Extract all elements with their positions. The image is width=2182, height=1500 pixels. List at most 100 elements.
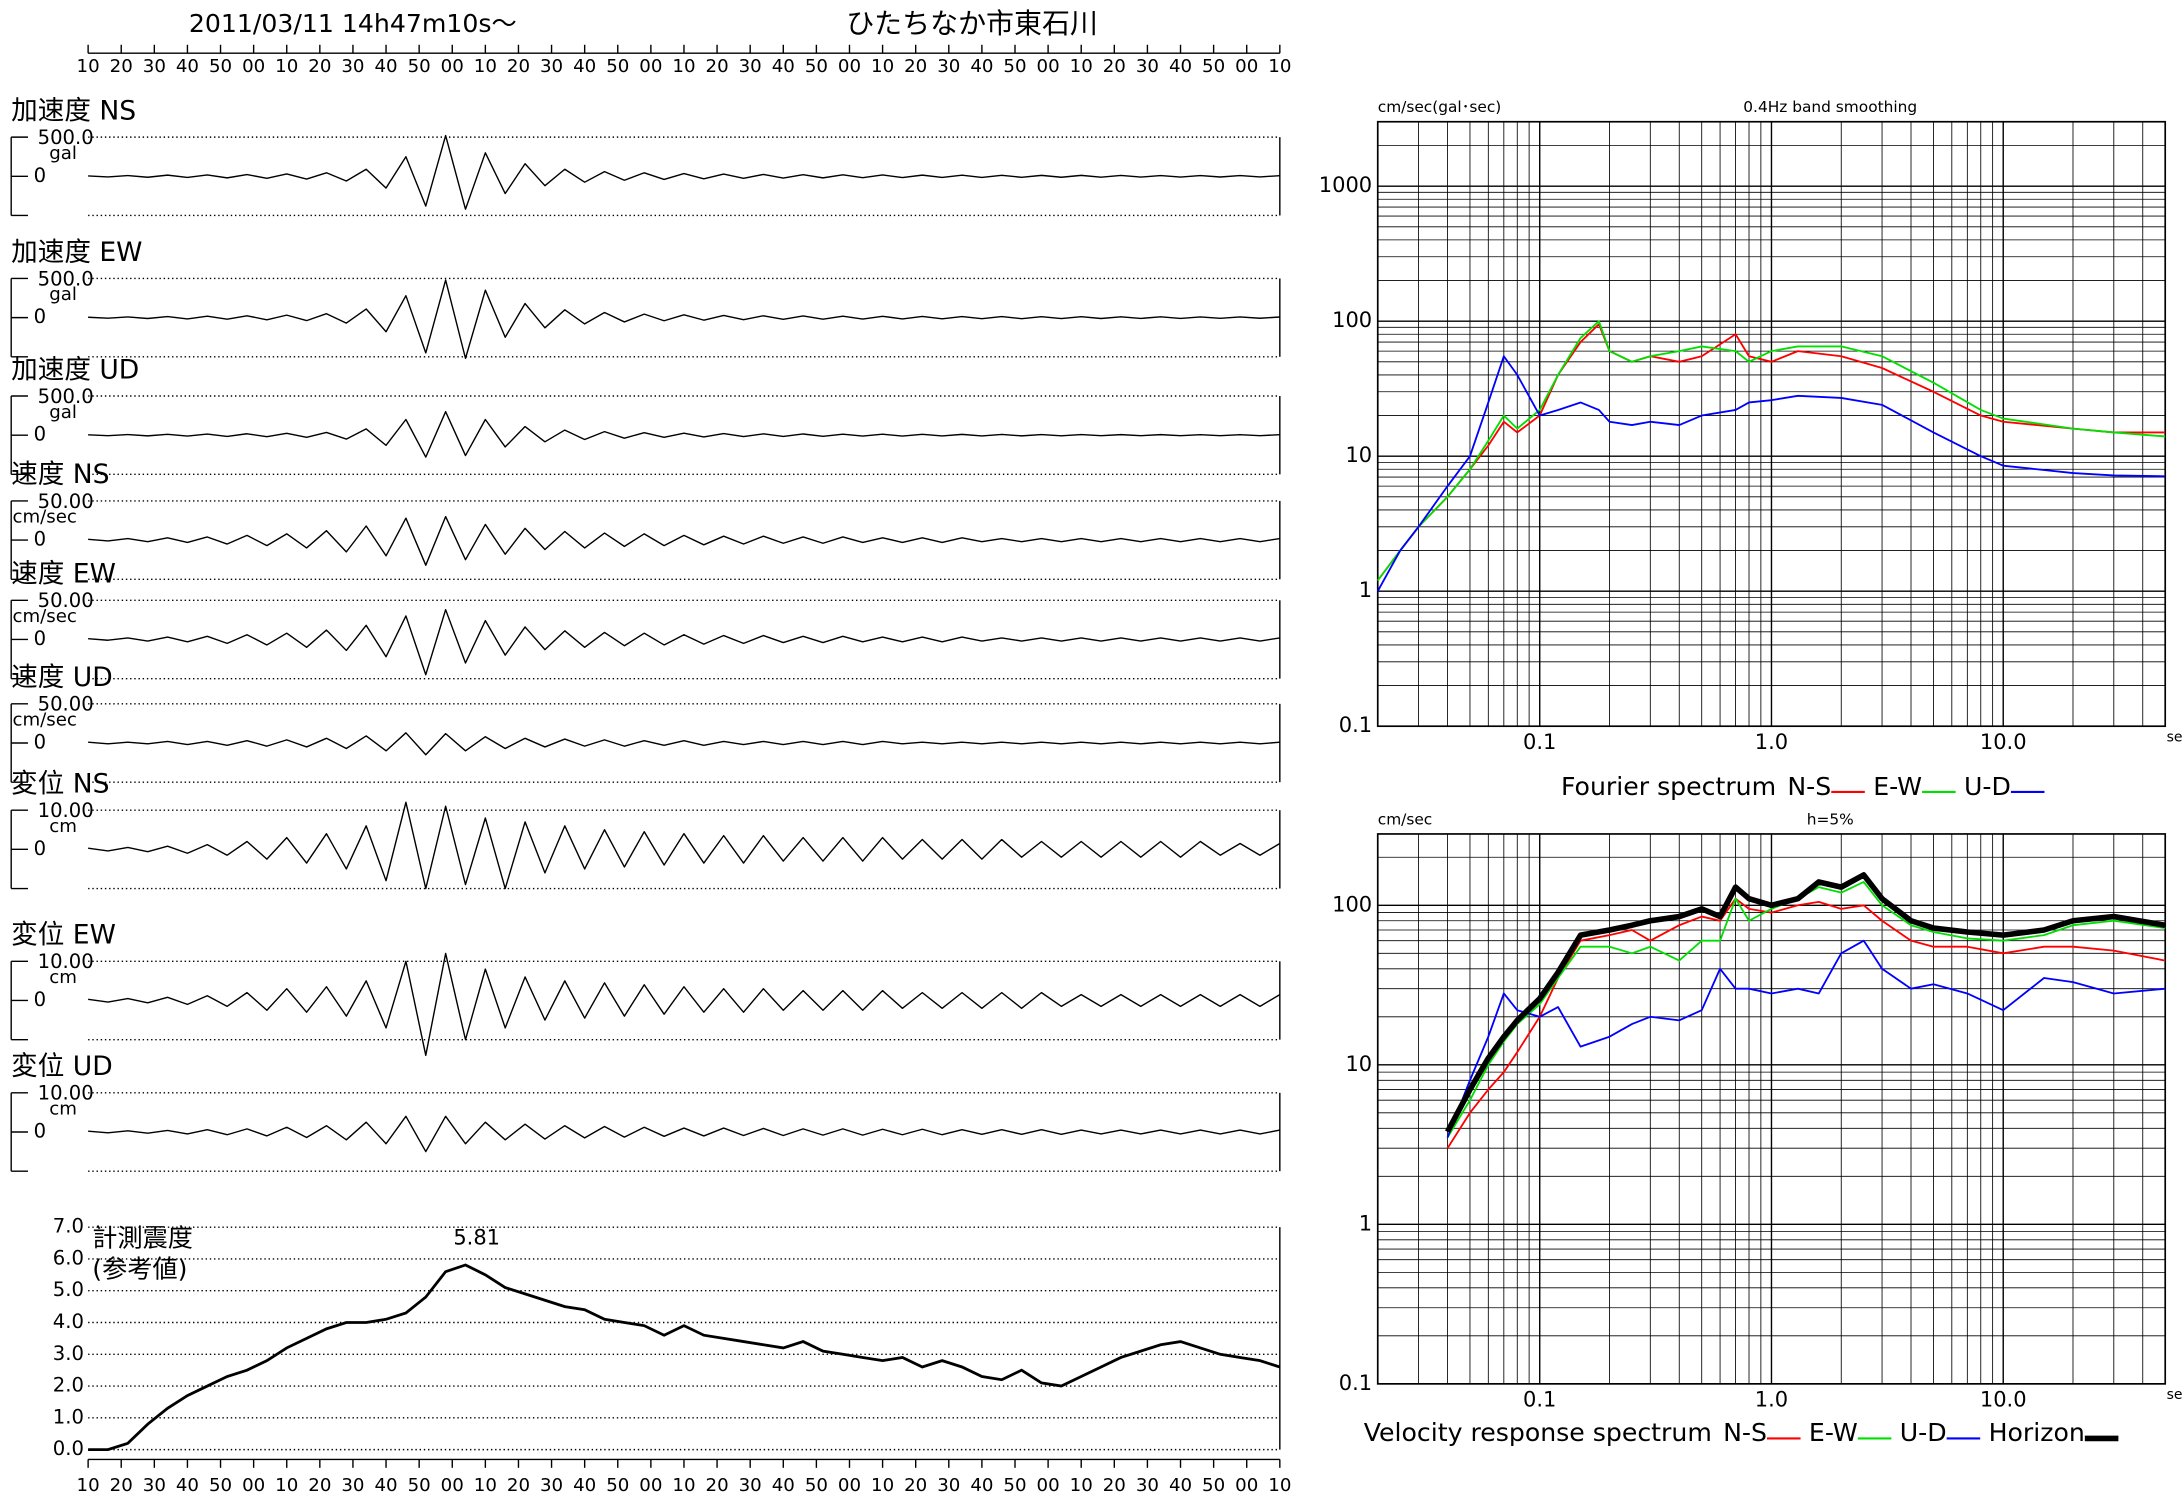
time-tick-label: 40 [1169, 1475, 1192, 1496]
x-tick-label: 0.1 [1523, 730, 1556, 754]
panel-title: 速度 EW [11, 559, 116, 590]
y-unit: cm/sec [12, 710, 76, 731]
legend-title: Fourier spectrum [1561, 772, 1776, 801]
station-name: ひたちなか市東石川 [846, 7, 1098, 40]
time-tick-label: 50 [1003, 1475, 1026, 1496]
time-tick-label: 10 [474, 1475, 497, 1496]
legend-label: U-D [1900, 1418, 1947, 1447]
x-tick-label: 1.0 [1755, 730, 1788, 754]
panel-title: 変位 EW [11, 920, 116, 951]
time-tick-label: 00 [838, 1475, 861, 1496]
time-tick-label: 00 [1037, 56, 1060, 77]
y-tick-label: 4.0 [53, 1310, 84, 1333]
time-tick-label: 40 [573, 1475, 596, 1496]
plot-subtitle: 0.4Hz band smoothing [1743, 98, 1917, 116]
waveform [88, 608, 1280, 676]
y-tick-label: 0 [34, 988, 46, 1011]
time-tick-label: 20 [507, 1475, 530, 1496]
time-tick-label: 30 [540, 56, 563, 77]
panel-title: 変位 NS [11, 768, 109, 799]
panel-title: 加速度 EW [11, 237, 142, 268]
record-time: 2011/03/11 14h47m10s～ [189, 9, 517, 38]
time-tick-label: 20 [904, 56, 927, 77]
y-unit: cm [49, 967, 77, 988]
y-tick-label: 50.00 [38, 490, 94, 513]
y-tick-label: 6.0 [53, 1246, 84, 1269]
time-tick-label: 50 [209, 56, 232, 77]
time-tick-label: 20 [904, 1475, 927, 1496]
waveform [88, 279, 1280, 360]
panel-title: 速度 UD [11, 662, 113, 693]
y-tick-label: 0.0 [53, 1437, 84, 1460]
spectrum-line [1446, 881, 2166, 1139]
y-tick-label: 0.1 [1339, 1371, 1372, 1395]
time-tick-label: 30 [739, 56, 762, 77]
time-tick-label: 50 [606, 56, 629, 77]
time-tick-label: 10 [275, 56, 298, 77]
spectrum-line [1446, 897, 2166, 1149]
y-tick-label: 10.00 [38, 1082, 94, 1105]
time-tick-label: 00 [1235, 1475, 1258, 1496]
time-tick-label: 10 [1268, 56, 1291, 77]
time-tick-label: 40 [176, 1475, 199, 1496]
y-tick-label: 100 [1332, 308, 1372, 332]
y-tick-label: 1 [1359, 1211, 1372, 1235]
legend-label: N-S [1723, 1418, 1767, 1447]
time-tick-label: 10 [275, 1475, 298, 1496]
time-tick-label: 10 [1070, 1475, 1093, 1496]
y-tick-label: 3.0 [53, 1342, 84, 1365]
legend-title: Velocity response spectrum [1364, 1418, 1712, 1447]
time-tick-label: 10 [871, 56, 894, 77]
time-tick-label: 30 [937, 1475, 960, 1496]
legend-label: E-W [1809, 1418, 1858, 1447]
waveform [88, 1115, 1280, 1153]
y-tick-label: 1.0 [53, 1405, 84, 1428]
intensity-line [88, 1263, 1281, 1452]
time-tick-label: 00 [441, 56, 464, 77]
y-axis-label: cm/sec [1378, 810, 1433, 828]
time-tick-label: 50 [1202, 1475, 1225, 1496]
time-tick-label: 30 [739, 1475, 762, 1496]
legend-label: E-W [1873, 772, 1922, 801]
y-tick-label: 0 [34, 164, 46, 187]
x-tick-label: 10.0 [1980, 730, 2027, 754]
y-tick-label: 0 [34, 627, 46, 650]
waveform [88, 801, 1281, 890]
spectrum-line [1377, 320, 2166, 582]
panel-title: 速度 NS [11, 459, 109, 490]
panel-subtitle: (参考値) [92, 1255, 187, 1284]
spectrum-line [1376, 355, 2166, 592]
time-tick-label: 00 [441, 1475, 464, 1496]
legend-label: N-S [1787, 772, 1831, 801]
y-unit: gal [49, 284, 77, 305]
time-tick-label: 50 [1003, 56, 1026, 77]
y-tick-label: 500.0 [38, 385, 94, 408]
time-tick-label: 30 [540, 1475, 563, 1496]
time-tick-label: 30 [341, 1475, 364, 1496]
plot-subtitle: h=5% [1807, 810, 1854, 828]
y-tick-label: 5.0 [53, 1278, 84, 1301]
time-tick-label: 00 [1037, 1475, 1060, 1496]
y-tick-label: 100 [1332, 892, 1372, 916]
waveform [88, 410, 1280, 458]
x-tick-label: 1.0 [1755, 1388, 1788, 1412]
x-tick-label: 10.0 [1980, 1388, 2027, 1412]
y-tick-label: 0 [34, 1119, 46, 1142]
time-tick-label: 20 [308, 1475, 331, 1496]
time-tick-label: 00 [639, 56, 662, 77]
y-tick-label: 1 [1359, 578, 1372, 602]
x-axis-label: sec [2167, 1387, 2182, 1403]
waveform [88, 134, 1280, 210]
time-tick-label: 00 [242, 56, 265, 77]
time-tick-label: 30 [1136, 56, 1159, 77]
time-tick-label: 40 [970, 1475, 993, 1496]
time-tick-label: 10 [672, 1475, 695, 1496]
time-tick-label: 20 [706, 56, 729, 77]
panel-title: 計測震度 [92, 1224, 193, 1253]
time-tick-label: 40 [772, 56, 795, 77]
time-tick-label: 40 [176, 56, 199, 77]
x-tick-label: 0.1 [1523, 1388, 1556, 1412]
y-tick-label: 10 [1345, 1052, 1372, 1076]
time-tick-label: 50 [805, 1475, 828, 1496]
